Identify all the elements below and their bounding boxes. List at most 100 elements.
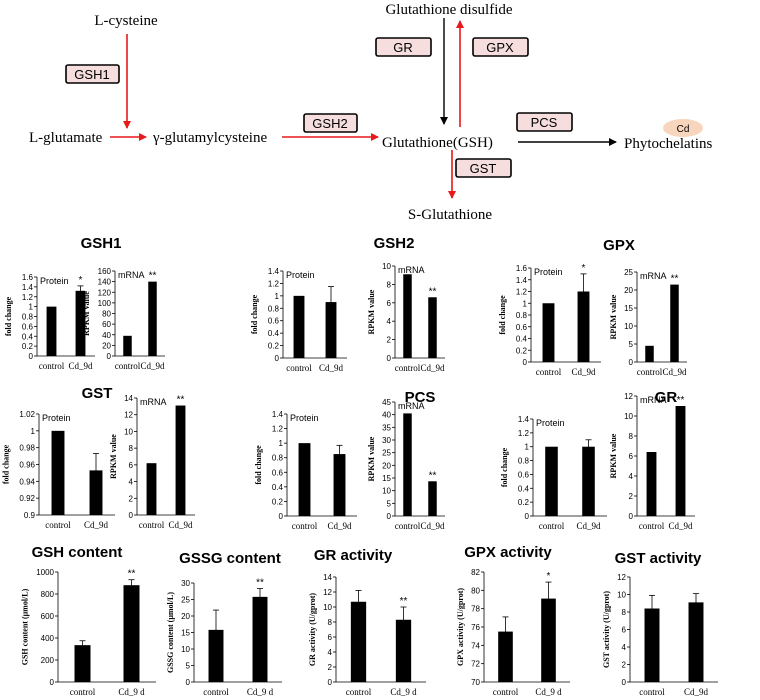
y-tick-label: 20: [624, 286, 633, 295]
significance-label: **: [177, 395, 185, 406]
y-axis-label: fold change: [250, 294, 259, 334]
bar: [670, 284, 679, 362]
y-tick-label: 6: [387, 299, 392, 308]
y-axis-label: GSH content (μmol/L): [21, 588, 30, 665]
y-tick-label: 76: [471, 623, 480, 632]
significance-label: **: [429, 470, 437, 481]
chart-panel-title: mRNA: [640, 271, 667, 281]
y-tick-label: 100: [98, 299, 112, 308]
x-category-label: control: [536, 367, 562, 377]
y-axis-label: RPKM value: [82, 291, 91, 336]
chart-2: GSH2 Protein 0 0.2 0.4 0.6 0.8 1 1.2 1.4 fold chan…: [250, 235, 414, 373]
x-category-label: Cd_9d: [420, 521, 445, 531]
chart-8: PCS Protein 0 0.2 0.4 0.6 0.8 1 1.2 1.4 fold chang…: [254, 389, 435, 531]
y-tick-label: 0.4: [22, 332, 34, 341]
y-tick-label: 400: [41, 634, 55, 643]
bar: [123, 585, 140, 682]
y-axis-label: fold change: [498, 295, 507, 335]
y-tick-label: 0.8: [268, 304, 280, 313]
y-tick-label: 5: [186, 662, 191, 671]
bar: [89, 470, 103, 515]
y-tick-label: 1.4: [518, 415, 530, 424]
y-tick-label: 12: [124, 411, 133, 420]
significance-label: *: [582, 263, 586, 274]
x-category-label: control: [292, 521, 318, 531]
y-tick-label: 0.2: [518, 498, 530, 507]
y-tick-label: 25: [624, 268, 633, 277]
chart-4: GPX Protein 0 0.2 0.4 0.6 0.8 1 1.2 1.4 1.6 fold ch…: [498, 237, 635, 377]
y-tick-label: 30: [382, 436, 391, 445]
x-category-label: control: [203, 687, 229, 697]
y-tick-label: 10: [624, 322, 633, 331]
y-tick-label: 35: [382, 423, 391, 432]
y-tick-label: 14: [323, 573, 332, 582]
x-category-label: Cd_9d: [319, 363, 344, 373]
y-tick-label: 0: [107, 352, 112, 361]
y-tick-label: 0.96: [19, 461, 35, 470]
y-tick-label: 2: [129, 494, 134, 503]
x-category-label: control: [286, 363, 312, 373]
y-tick-label: 0: [629, 358, 634, 367]
y-tick-label: 1.4: [268, 267, 280, 276]
y-axis-label: fold change: [4, 296, 13, 336]
y-tick-label: 1.2: [518, 429, 530, 438]
y-tick-label: 2: [629, 492, 634, 501]
chart-group-title: PCS: [405, 389, 436, 406]
y-axis-label: fold change: [500, 447, 509, 487]
y-tick-label: 1.6: [516, 264, 528, 273]
y-tick-label: 160: [98, 267, 112, 276]
bar: [395, 619, 412, 682]
y-tick-label: 1: [523, 299, 528, 308]
x-category-label: control: [639, 687, 665, 697]
bar: [428, 481, 437, 516]
enzyme-box-pcs: [516, 112, 573, 132]
x-category-label: Cd_9d: [576, 521, 601, 531]
y-tick-label: 8: [629, 432, 634, 441]
y-tick-label: 8: [387, 280, 392, 289]
enzyme-box-gsh2: [303, 113, 358, 133]
y-axis-label: RPKM value: [367, 436, 376, 481]
y-axis-label: GR activity (U/gprot): [308, 593, 317, 667]
x-category-label: control: [45, 520, 71, 530]
chart-13: GSSG content 0 5 10 15 20 25 30 GSSG content (μm…: [166, 550, 282, 697]
y-tick-label: 45: [382, 398, 391, 407]
y-tick-label: 0.9: [24, 511, 36, 520]
chart-panel-title: Protein: [290, 413, 319, 423]
enzyme-box-gr: [375, 37, 432, 57]
y-tick-label: 80: [102, 310, 111, 319]
x-category-label: Cd_9d: [84, 520, 109, 530]
y-tick-label: 1.2: [22, 293, 34, 302]
x-category-label: control: [493, 687, 519, 697]
x-category-label: control: [539, 521, 565, 531]
y-tick-label: 2: [387, 336, 392, 345]
y-tick-label: 0: [328, 678, 333, 687]
x-category-label: Cd_9d: [327, 521, 352, 531]
y-tick-label: 0: [387, 512, 392, 521]
x-category-label: Cd_9d: [168, 520, 193, 530]
y-tick-label: 0: [129, 511, 134, 520]
y-tick-label: 72: [471, 660, 480, 669]
bar: [644, 608, 660, 682]
y-tick-label: 1: [279, 439, 284, 448]
y-tick-label: 1.2: [272, 425, 284, 434]
y-tick-label: 12: [617, 573, 626, 582]
bar: [252, 596, 268, 682]
y-tick-label: 4: [129, 478, 134, 487]
y-tick-label: 80: [471, 586, 480, 595]
y-tick-label: 0: [629, 512, 634, 521]
y-tick-label: 14: [124, 394, 133, 403]
y-tick-label: 20: [102, 341, 111, 350]
y-tick-label: 800: [41, 590, 55, 599]
y-tick-label: 0: [622, 678, 627, 687]
bar: [428, 297, 437, 358]
y-tick-label: 10: [181, 645, 190, 654]
y-tick-label: 1000: [36, 568, 54, 577]
label-s-glutathione: S-Glutathione: [408, 207, 492, 223]
y-tick-label: 30: [181, 579, 190, 588]
y-tick-label: 10: [323, 603, 332, 612]
bar: [403, 413, 412, 516]
y-tick-label: 1.2: [268, 279, 280, 288]
chart-panel-title: mRNA: [118, 270, 145, 280]
chart-group-title: GSSG content: [179, 550, 281, 567]
